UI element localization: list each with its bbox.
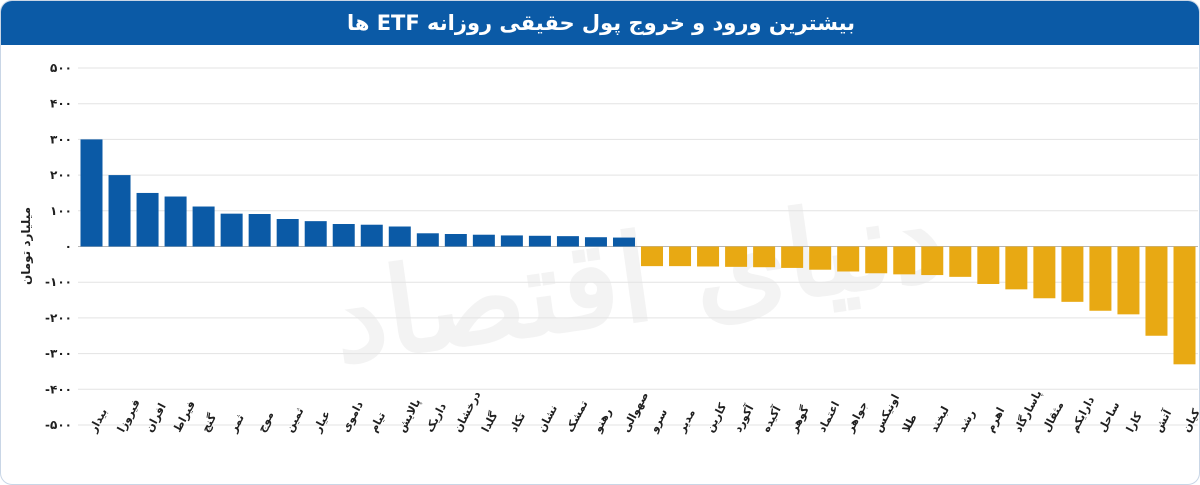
- x-category-label: لبخند: [927, 404, 951, 434]
- bar-37: [1089, 246, 1112, 311]
- x-category-label: ثمین: [283, 405, 307, 434]
- bar-19: [584, 237, 607, 247]
- bar-34: [1005, 246, 1028, 290]
- bar-8: [276, 219, 299, 247]
- x-category-label: مدیر: [675, 407, 698, 435]
- x-category-label: افران: [143, 401, 169, 434]
- bar-13: [416, 233, 439, 247]
- x-category-label: گوهر: [787, 403, 812, 435]
- bar-18: [556, 236, 579, 247]
- x-category-label: رشد: [955, 408, 978, 435]
- bar-29: [865, 246, 888, 274]
- gridlines: [78, 67, 1198, 426]
- bar-12: [388, 226, 411, 247]
- bar-26: [781, 246, 804, 268]
- y-tick-label: -۱۰۰: [45, 275, 72, 289]
- x-category-label: جواهر: [843, 399, 870, 435]
- x-category-label: آتش: [1151, 407, 1174, 434]
- bar-39: [1145, 246, 1168, 336]
- bar-14: [444, 234, 467, 247]
- bar-7: [248, 214, 271, 247]
- x-category-label: عیار: [310, 408, 332, 435]
- x-category-label: آکورد: [730, 402, 756, 434]
- bar-15: [472, 234, 495, 247]
- bar-11: [360, 224, 383, 247]
- bar-33: [977, 246, 1000, 284]
- title-bar: [1, 1, 1199, 45]
- x-category-label: پالایش: [395, 396, 423, 434]
- bar-32: [949, 246, 972, 277]
- x-axis-categories: بیدار فیروزا افران فیراط گنج ثمر موج ثمین عیار دا…: [86, 388, 1200, 435]
- y-tick-label: -۴۰۰: [45, 382, 72, 396]
- x-category-label: تمشک: [563, 398, 590, 434]
- x-category-label: دارایکم: [1068, 394, 1098, 435]
- y-tick-label: -۲۰۰: [45, 311, 72, 325]
- x-category-label: مثقال: [1040, 399, 1067, 434]
- bar-30: [893, 246, 916, 275]
- x-category-label: موج: [255, 409, 278, 435]
- bar-10: [332, 224, 355, 247]
- x-category-label: گلدا: [479, 409, 501, 434]
- bar-31: [921, 246, 944, 276]
- y-tick-label: -۵۰۰: [45, 418, 72, 432]
- x-category-label: تیام: [367, 410, 388, 434]
- y-axis-label: میلیارد تومان: [19, 207, 34, 285]
- chart-title: بیشترین ورود و خروج پول حقیقی روزانه ETF…: [346, 11, 856, 35]
- bar-6: [220, 213, 243, 247]
- watermark-logo: دنیای اقتصاد: [323, 166, 953, 391]
- bars: [80, 139, 1196, 365]
- x-category-label: اعتماد: [815, 399, 842, 434]
- x-category-label: نشان: [535, 403, 560, 435]
- bar-40: [1173, 246, 1196, 365]
- bar-16: [500, 235, 523, 247]
- bar-17: [528, 235, 551, 247]
- x-category-label: طلا: [899, 412, 919, 435]
- bar-22: [669, 246, 692, 267]
- x-category-label: داموی: [339, 399, 366, 435]
- x-category-label: گنج: [199, 411, 220, 434]
- bar-3: [136, 192, 159, 247]
- x-category-label: داریک: [423, 400, 449, 434]
- bar-4: [164, 196, 187, 247]
- bar-21: [641, 246, 664, 267]
- y-tick-label: ۴۰۰: [50, 97, 72, 111]
- y-tick-label: ۱۰۰: [50, 204, 72, 218]
- x-category-label: اونیکس: [871, 392, 902, 434]
- y-axis-ticks: ۵۰۰ ۴۰۰ ۳۰۰ ۲۰۰ ۱۰۰ ۰ -۱۰۰ -۲۰۰ -۳۰۰ -۴۰۰ -۵۰۰: [45, 61, 72, 432]
- bar-5: [192, 206, 215, 247]
- x-category-label: کارا: [1124, 410, 1145, 435]
- bar-23: [697, 246, 720, 267]
- bar-2: [108, 175, 131, 247]
- bar-24: [725, 246, 748, 267]
- y-tick-label: ۵۰۰: [50, 61, 72, 75]
- x-category-label: ساحل: [1096, 399, 1123, 434]
- bar-38: [1117, 246, 1140, 315]
- bar-27: [809, 246, 832, 270]
- x-category-label: آکیده: [758, 403, 783, 434]
- x-category-label: بیدار: [86, 406, 110, 435]
- x-category-label: کارین: [703, 400, 729, 434]
- bar-36: [1061, 246, 1084, 302]
- bar-1: [80, 139, 103, 247]
- x-category-label: اهرم: [983, 405, 1007, 434]
- y-tick-label: -۳۰۰: [45, 347, 72, 361]
- x-category-label: فیراط: [171, 399, 198, 435]
- x-category-label: تکاد: [507, 410, 528, 434]
- y-tick-label: ۰: [65, 240, 72, 254]
- x-category-label: فیروزا: [115, 397, 143, 434]
- bar-35: [1033, 246, 1056, 299]
- bar-25: [753, 246, 776, 268]
- bar-28: [837, 246, 860, 272]
- y-tick-label: ۳۰۰: [50, 132, 72, 146]
- x-category-label: کیان: [1180, 406, 1200, 434]
- bar-20: [612, 237, 635, 247]
- x-category-label: رهنو: [591, 406, 615, 435]
- x-category-label: سرو: [647, 407, 670, 436]
- bar-9: [304, 221, 327, 247]
- x-category-label: ثمر: [226, 412, 247, 435]
- y-tick-label: ۲۰۰: [50, 168, 72, 182]
